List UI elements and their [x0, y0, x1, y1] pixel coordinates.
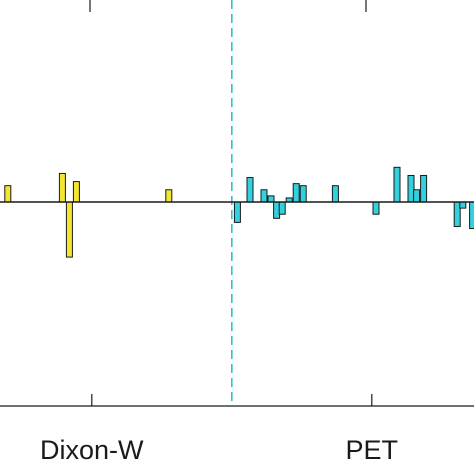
bar-series-2-8: [292, 183, 300, 203]
bar-series-1-2: [58, 172, 66, 203]
bar-series-1-3: [65, 201, 73, 258]
bar-series-2-17: [459, 201, 467, 209]
bar-series-2-14: [413, 189, 421, 203]
bar-series-2-6: [278, 201, 286, 215]
bar-series-2-9: [299, 185, 307, 203]
bars-layer: [4, 166, 474, 258]
bar-series-2-3: [260, 189, 268, 203]
bar-series-2-10: [331, 185, 339, 203]
bar-series-2-12: [393, 166, 401, 203]
bar-series-2-1: [233, 201, 241, 223]
bar-series-2-2: [246, 177, 254, 203]
bar-series-2-4: [267, 195, 275, 203]
bar-series-2-15: [420, 174, 428, 203]
bar-series-2-11: [372, 201, 380, 215]
x-tick-label: Dixon-W: [40, 435, 144, 465]
ticks-layer: Dixon-W PET: [40, 0, 398, 465]
bar-series-1-5: [165, 189, 173, 203]
x-tick-label: PET: [346, 435, 399, 465]
bar-series-2-18: [469, 201, 474, 230]
bar-series-1-1: [4, 185, 12, 203]
bar-series-1-4: [72, 181, 80, 203]
